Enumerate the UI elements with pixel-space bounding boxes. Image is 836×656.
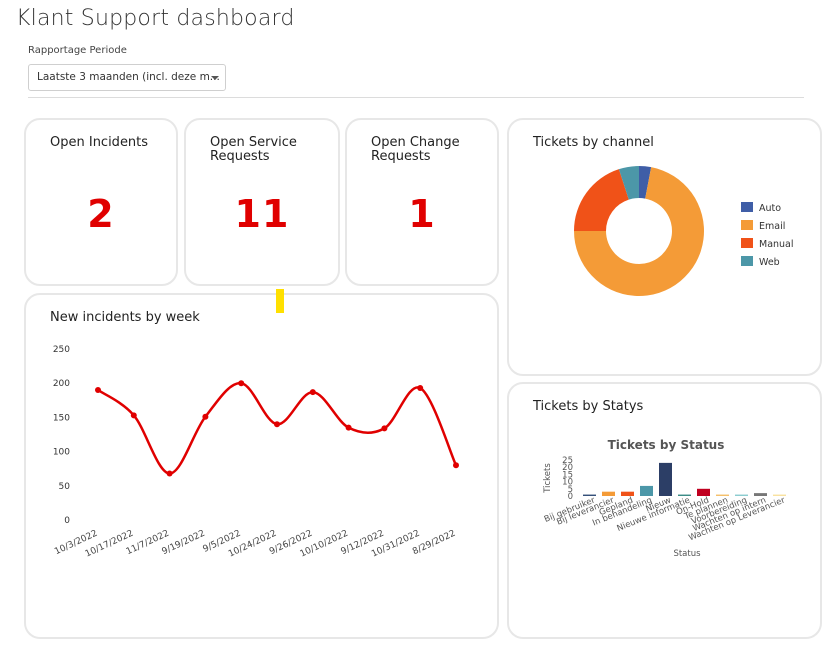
period-select-value: Laatste 3 maanden (incl. deze m... — [37, 71, 220, 83]
kpi-title: Open Change Requests — [371, 135, 460, 164]
bar[interactable] — [621, 491, 634, 496]
legend-label: Web — [759, 257, 780, 268]
y-tick-label: 250 — [53, 345, 70, 355]
legend-swatch — [741, 256, 753, 266]
donut-slice-auto — [639, 166, 652, 199]
bar[interactable] — [716, 494, 729, 496]
highlight-marker — [276, 289, 284, 313]
bar[interactable] — [583, 494, 596, 496]
period-select[interactable]: Laatste 3 maanden (incl. deze m... — [28, 64, 226, 91]
header-divider — [28, 97, 804, 98]
data-point[interactable] — [166, 470, 173, 477]
card-title: New incidents by week — [50, 310, 200, 325]
data-point[interactable] — [309, 389, 316, 396]
card-title: Tickets by Statys — [533, 399, 644, 414]
kpi-card-open-service-requests: Open Service Requests 11 — [184, 118, 340, 286]
data-point[interactable] — [345, 424, 352, 431]
data-point[interactable] — [417, 384, 424, 391]
donut-slice-manual — [574, 169, 629, 231]
y-tick-label: 0 — [64, 516, 70, 526]
legend-swatch — [741, 202, 753, 212]
y-tick-label: 200 — [53, 379, 70, 389]
donut-slice-email — [574, 167, 704, 296]
y-tick-label: 0 — [568, 492, 573, 502]
kpi-value: 2 — [87, 192, 115, 236]
incidents-by-week-card: New incidents by week 0 50 100 150 200 250 10/… — [24, 293, 499, 639]
data-point[interactable] — [381, 425, 388, 432]
data-point[interactable] — [95, 387, 101, 394]
bar[interactable] — [640, 485, 653, 496]
y-tick-label: 5 — [568, 485, 573, 495]
tickets-by-status-card: Tickets by Statys Tickets by Status 0 5 10 1… — [507, 382, 822, 639]
bar[interactable] — [678, 494, 691, 496]
kpi-value: 11 — [234, 192, 290, 236]
data-point[interactable] — [130, 412, 137, 419]
legend-label: Manual — [759, 239, 794, 250]
data-point[interactable] — [274, 421, 280, 428]
data-point[interactable] — [453, 462, 459, 469]
kpi-title: Open Service Requests — [210, 135, 297, 164]
kpi-value: 1 — [408, 192, 436, 236]
kpi-card-open-incidents: Open Incidents 2 — [24, 118, 178, 286]
tickets-by-channel-card: Tickets by channel Auto Email Manual Web — [507, 118, 822, 376]
x-axis-label: Status — [673, 549, 701, 559]
card-title: Tickets by channel — [533, 135, 654, 150]
kpi-title: Open Incidents — [50, 135, 149, 150]
kpi-card-open-change-requests: Open Change Requests 1 — [345, 118, 499, 286]
data-point[interactable] — [202, 413, 209, 420]
series-line — [97, 381, 458, 475]
y-tick-label: 10 — [562, 478, 573, 488]
y-tick-label: 20 — [562, 463, 573, 473]
chevron-down-icon — [211, 76, 219, 80]
legend-label: Email — [759, 221, 785, 232]
channel-donut-chart: Auto Email Manual Web — [574, 166, 794, 296]
bar[interactable] — [659, 462, 672, 496]
period-label: Rapportage Periode — [28, 45, 127, 56]
incidents-line-chart: 05010015020025010/3/202210/17/202211/7/2… — [53, 345, 459, 560]
y-axis-label: Tickets — [543, 463, 553, 494]
y-tick-label: 25 — [562, 456, 573, 466]
bar[interactable] — [735, 494, 748, 496]
y-tick-label: 50 — [59, 482, 71, 492]
legend-swatch — [741, 238, 753, 248]
y-tick-label: 15 — [562, 470, 573, 480]
legend-label: Auto — [759, 203, 781, 214]
bar[interactable] — [773, 494, 786, 496]
page-title: Klant Support dashboard — [16, 6, 295, 31]
bar[interactable] — [602, 491, 615, 496]
bar[interactable] — [754, 493, 767, 496]
y-tick-label: 100 — [53, 448, 70, 458]
data-point[interactable] — [238, 380, 245, 387]
bar[interactable] — [697, 488, 710, 496]
chart-title: Tickets by Status — [608, 438, 725, 452]
legend-swatch — [741, 220, 753, 230]
donut-slice-web — [618, 166, 639, 200]
y-tick-label: 150 — [53, 413, 70, 423]
